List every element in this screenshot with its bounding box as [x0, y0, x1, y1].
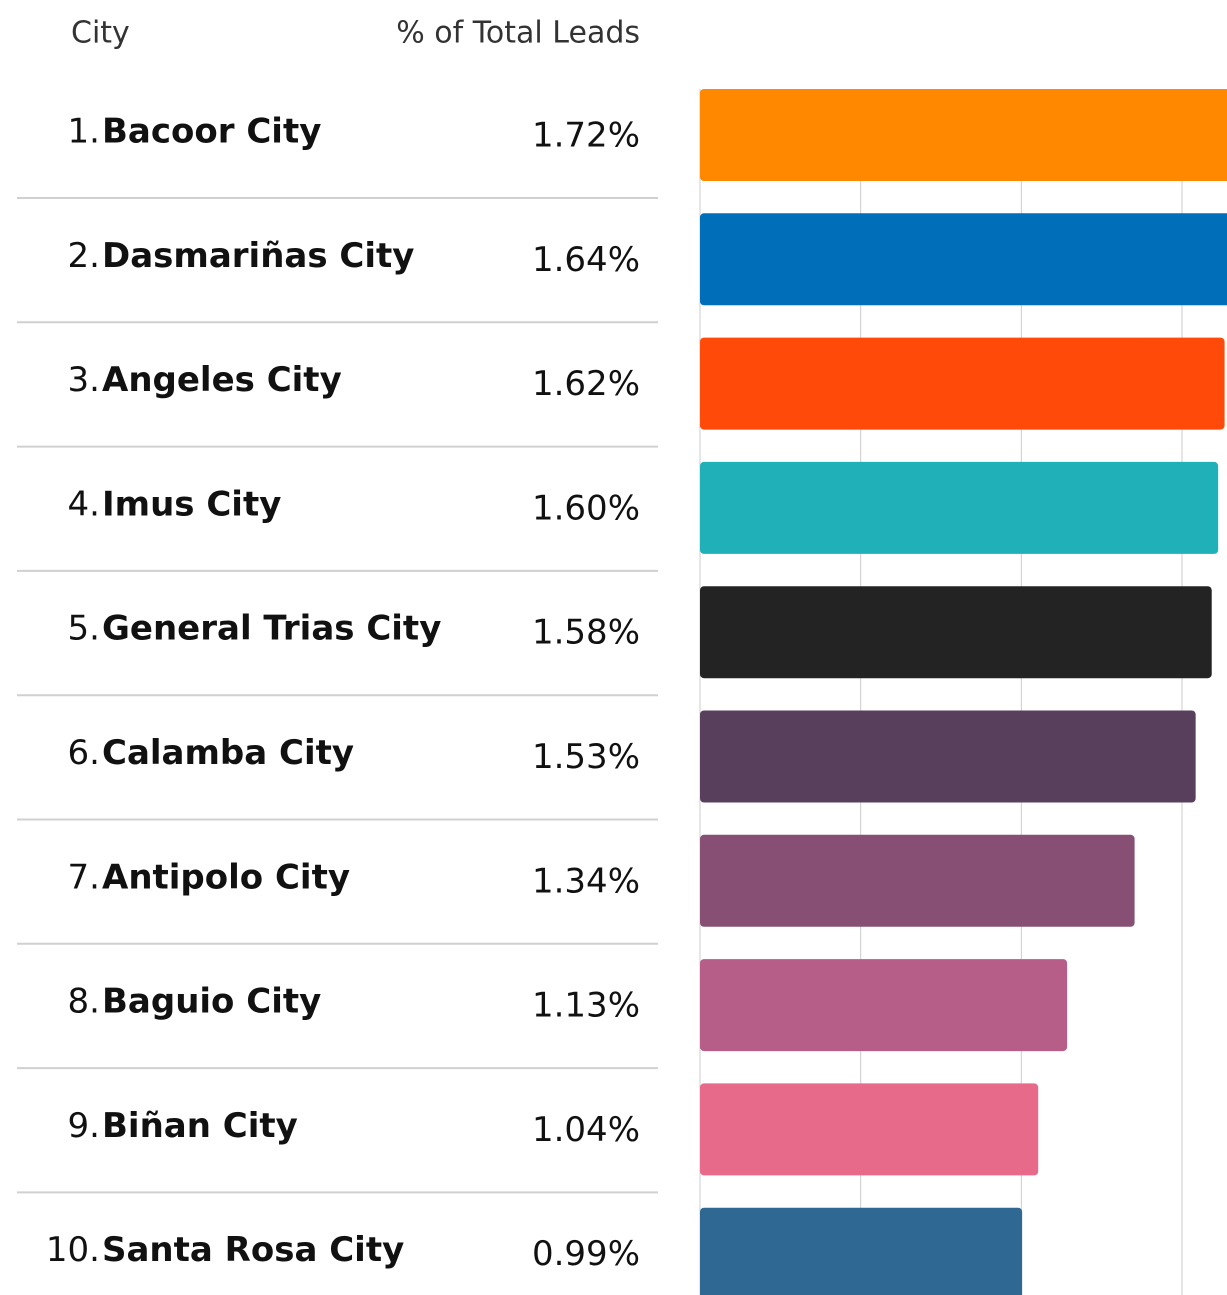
- bar: [700, 337, 1225, 430]
- city-name: Angeles City: [102, 360, 342, 400]
- value-label: 1.53%: [532, 737, 640, 777]
- bar: [700, 89, 1227, 181]
- value-label: 1.64%: [532, 240, 640, 280]
- city-name: Baguio City: [102, 982, 321, 1022]
- rank: 9.: [68, 1106, 100, 1146]
- value-label: 1.13%: [532, 986, 640, 1026]
- bar: [700, 959, 1068, 1052]
- rank: 4.: [68, 484, 100, 524]
- rank: 6.: [68, 733, 100, 773]
- value-label: 1.72%: [532, 116, 640, 156]
- column-header: % of Total Leads: [396, 16, 640, 51]
- city-name: Calamba City: [102, 733, 354, 773]
- rank: 3.: [68, 360, 100, 400]
- rank: 2.: [68, 236, 100, 276]
- city-name: Imus City: [102, 484, 281, 524]
- city-name: Dasmariñas City: [102, 236, 414, 276]
- bars: [700, 89, 1227, 1295]
- city-name: Antipolo City: [102, 857, 350, 897]
- value-label: 1.04%: [532, 1110, 640, 1150]
- bar: [700, 213, 1227, 306]
- city-name: General Trias City: [102, 609, 441, 649]
- city-name: Biñan City: [102, 1106, 298, 1146]
- city-name: Santa Rosa City: [102, 1230, 404, 1270]
- city-name: Bacoor City: [102, 112, 321, 152]
- bar: [700, 834, 1135, 927]
- rows: 1. Bacoor City 1.72% 2. Dasmariñas City 1.64%…: [17, 112, 658, 1274]
- rank: 10.: [46, 1230, 100, 1270]
- rank: 5.: [68, 609, 100, 649]
- value-label: 1.34%: [532, 861, 640, 901]
- value-label: 1.58%: [532, 613, 640, 653]
- bar: [700, 1207, 1023, 1295]
- value-label: 0.99%: [532, 1234, 640, 1274]
- bar: [700, 710, 1196, 803]
- value-label: 1.62%: [532, 364, 640, 404]
- rank: 7.: [68, 857, 100, 897]
- rank: 1.: [68, 112, 100, 152]
- bar: [700, 461, 1219, 554]
- value-label: 1.60%: [532, 488, 640, 528]
- column-header: City: [71, 16, 130, 51]
- bar: [700, 586, 1212, 679]
- bar: [700, 1083, 1039, 1176]
- rank: 8.: [68, 982, 100, 1022]
